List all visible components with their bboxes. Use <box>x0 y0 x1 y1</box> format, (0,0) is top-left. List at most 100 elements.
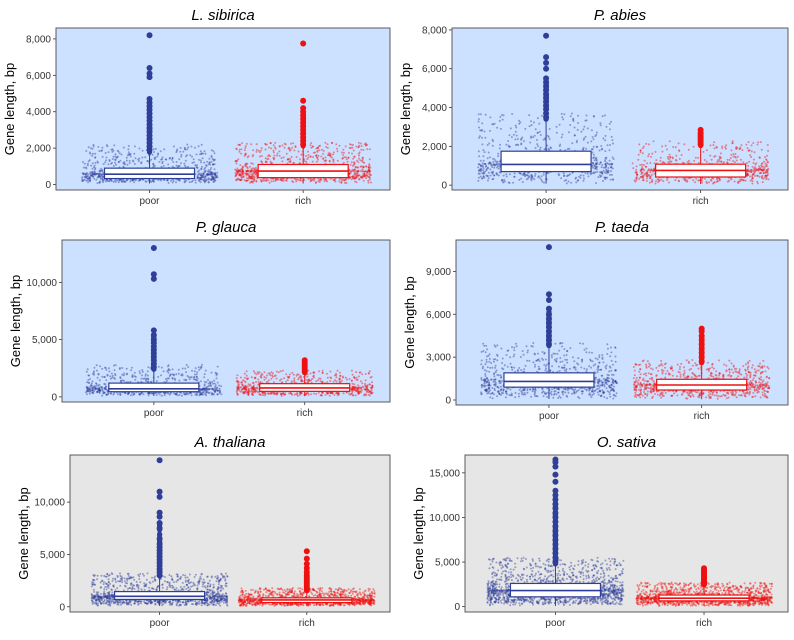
data-point <box>272 150 274 152</box>
data-point <box>121 367 123 369</box>
data-point <box>307 157 309 159</box>
data-point <box>610 179 612 181</box>
data-point <box>610 170 612 172</box>
data-point <box>639 164 641 166</box>
data-point <box>651 174 653 176</box>
data-point <box>268 379 270 381</box>
data-point <box>609 160 611 162</box>
data-point <box>167 377 169 379</box>
data-point <box>605 169 607 171</box>
data-point <box>188 376 190 378</box>
data-point <box>193 161 195 163</box>
data-point <box>316 157 318 159</box>
data-point <box>601 164 603 166</box>
data-point <box>492 145 494 147</box>
data-point <box>669 154 671 156</box>
data-point <box>354 156 356 158</box>
data-point <box>289 150 291 152</box>
y-axis-label: Gene length, bp <box>398 63 413 156</box>
data-point <box>648 153 650 155</box>
data-point <box>111 151 113 153</box>
data-point <box>484 137 486 139</box>
outlier-point <box>698 127 704 133</box>
data-point <box>580 174 582 176</box>
data-point <box>143 393 145 395</box>
outlier-point <box>543 54 549 60</box>
data-point <box>96 385 98 387</box>
data-point <box>108 151 110 153</box>
data-point <box>99 181 101 183</box>
data-point <box>93 370 95 372</box>
data-point <box>721 147 723 149</box>
data-point <box>200 159 202 161</box>
data-point <box>650 169 652 171</box>
data-point <box>668 182 670 184</box>
data-point <box>129 181 131 183</box>
data-point <box>238 169 240 171</box>
data-point <box>343 156 345 158</box>
data-point <box>117 180 119 182</box>
data-point <box>335 143 337 145</box>
data-point <box>498 168 500 170</box>
data-point <box>642 152 644 154</box>
data-point <box>764 176 766 178</box>
data-point <box>605 135 607 137</box>
data-point <box>518 120 520 122</box>
data-point <box>489 116 491 118</box>
data-point <box>593 116 595 118</box>
data-point <box>89 393 91 395</box>
data-point <box>604 159 606 161</box>
data-point <box>535 147 537 149</box>
data-point <box>284 147 286 149</box>
data-point <box>190 376 192 378</box>
data-point <box>241 142 243 144</box>
data-point <box>145 380 147 382</box>
data-point <box>483 167 485 169</box>
data-point <box>175 181 177 183</box>
data-point <box>497 155 499 157</box>
data-point <box>679 158 681 160</box>
data-point <box>112 158 114 160</box>
data-point <box>248 155 250 157</box>
data-point <box>315 148 317 150</box>
data-point <box>352 144 354 146</box>
data-point <box>587 175 589 177</box>
data-point <box>259 156 261 158</box>
data-point <box>252 178 254 180</box>
y-tick-label: 4,000 <box>422 103 447 114</box>
data-point <box>597 176 599 178</box>
data-point <box>704 178 706 180</box>
data-point <box>289 148 291 150</box>
data-point <box>540 134 542 136</box>
data-point <box>355 146 357 148</box>
data-point <box>675 146 677 148</box>
data-point <box>161 166 163 168</box>
data-point <box>488 172 490 174</box>
data-point <box>610 166 612 168</box>
data-point <box>514 173 516 175</box>
data-point <box>361 165 363 167</box>
data-point <box>139 372 141 374</box>
data-point <box>205 176 207 178</box>
data-point <box>107 163 109 165</box>
data-point <box>659 160 661 162</box>
data-point <box>318 155 320 157</box>
data-point <box>142 378 144 380</box>
data-point <box>570 182 572 184</box>
data-point <box>370 182 372 184</box>
data-point <box>167 180 169 182</box>
data-point <box>256 151 258 153</box>
data-point <box>119 160 121 162</box>
data-point <box>724 146 726 148</box>
data-point <box>561 113 563 115</box>
data-point <box>85 167 87 169</box>
data-point <box>138 160 140 162</box>
data-point <box>121 154 123 156</box>
data-point <box>480 160 482 162</box>
data-point <box>352 170 354 172</box>
data-point <box>108 392 110 394</box>
data-point <box>145 181 147 183</box>
data-point <box>119 394 121 396</box>
panel-title: P. abies <box>594 7 647 24</box>
data-point <box>261 147 263 149</box>
